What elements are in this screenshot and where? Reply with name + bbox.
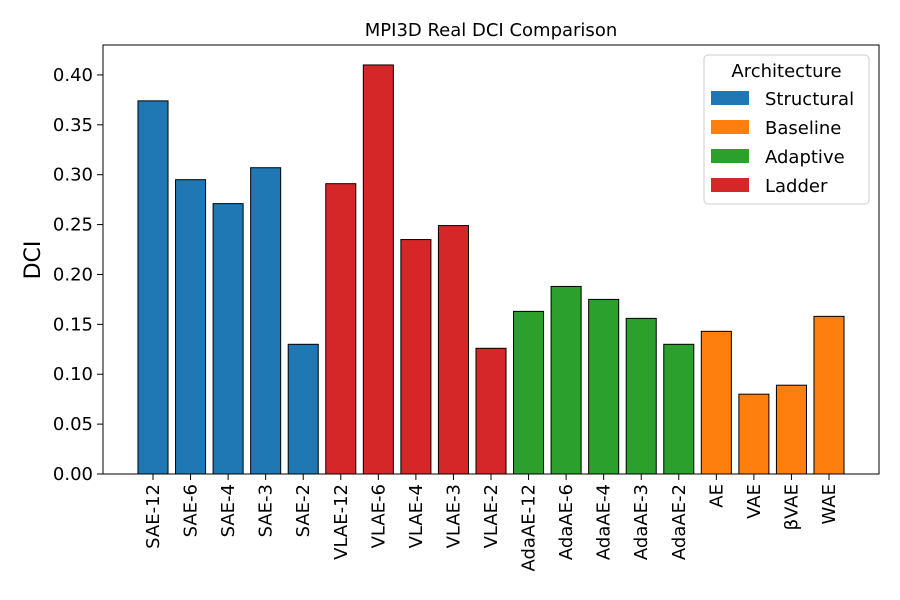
legend-label-structural: Structural — [765, 89, 854, 110]
bar-sae-4 — [212, 203, 244, 475]
x-tick-label: SAE-2 — [293, 484, 314, 537]
legend-label-ladder: Ladder — [765, 176, 828, 197]
x-tick-label: AdaAE-6 — [556, 484, 577, 560]
x-tick-label: SAE-6 — [181, 484, 202, 537]
legend: Architecture Structural Baseline Adaptive La… — [703, 54, 870, 205]
x-tick-label: VLAE-4 — [406, 484, 427, 548]
bars — [137, 64, 845, 475]
bar-vlae-6 — [362, 64, 394, 475]
bar-adaae-2 — [663, 343, 695, 475]
x-axis-ticks: SAE-12 SAE-6 SAE-4 SAE-3 SAE-2 VLAE-12 VLAE-6 V… — [143, 474, 840, 572]
bar-vae — [738, 393, 770, 475]
y-axis-ticks: 0.00 0.05 0.10 0.15 0.20 0.25 0.30 0.35 0.40 — [53, 65, 103, 485]
y-tick-label: 0.05 — [53, 414, 93, 435]
y-tick-label: 0.25 — [53, 215, 93, 236]
x-tick-label: SAE-4 — [218, 484, 239, 537]
bar-adaae-6 — [550, 285, 582, 475]
legend-swatch-baseline — [711, 120, 749, 134]
bar-sae-2 — [287, 343, 319, 475]
bar-sae-12 — [137, 100, 169, 475]
legend-swatch-adaptive — [711, 149, 749, 163]
x-tick-label: VAE — [744, 484, 765, 519]
bar-ae — [700, 330, 732, 475]
bar-vlae-4 — [400, 239, 432, 475]
y-tick-label: 0.10 — [53, 364, 93, 385]
plot-frame — [102, 44, 880, 475]
bar-vlae-3 — [437, 225, 469, 475]
x-tick-label: VLAE-2 — [481, 484, 502, 548]
legend-label-adaptive: Adaptive — [765, 147, 845, 168]
y-tick-label: 0.30 — [53, 165, 93, 186]
bar-adaae-4 — [588, 298, 620, 475]
x-tick-label: AdaAE-12 — [519, 484, 540, 572]
bar-vlae-2 — [475, 347, 507, 475]
x-tick-label: SAE-12 — [143, 484, 164, 549]
bar--vae — [775, 384, 807, 475]
x-tick-label: SAE-3 — [256, 484, 277, 537]
y-axis-label: DCI — [21, 241, 46, 280]
bar-adaae-12 — [513, 310, 545, 475]
y-tick-label: 0.20 — [53, 264, 93, 285]
legend-label-baseline: Baseline — [765, 118, 841, 139]
legend-title: Architecture — [731, 61, 841, 82]
y-tick-label: 0.15 — [53, 314, 93, 335]
x-tick-label: WAE — [819, 484, 840, 525]
bar-wae — [813, 315, 845, 475]
x-tick-label: VLAE-12 — [331, 484, 352, 560]
x-tick-label: AdaAE-3 — [631, 484, 652, 560]
x-tick-label: βVAE — [781, 484, 802, 530]
bar-vlae-12 — [325, 183, 357, 475]
y-tick-label: 0.00 — [53, 464, 93, 485]
legend-swatch-ladder — [711, 178, 749, 192]
x-tick-label: VLAE-6 — [368, 484, 389, 548]
x-tick-label: VLAE-3 — [443, 484, 464, 548]
bar-sae-6 — [175, 179, 207, 475]
chart-title: MPI3D Real DCI Comparison — [365, 20, 617, 41]
legend-swatch-structural — [711, 91, 749, 105]
x-tick-label: AE — [706, 484, 727, 508]
y-tick-label: 0.35 — [53, 115, 93, 136]
bar-adaae-3 — [625, 317, 657, 475]
x-tick-label: AdaAE-4 — [594, 484, 615, 560]
bar-sae-3 — [250, 167, 282, 475]
y-tick-label: 0.40 — [53, 65, 93, 86]
x-tick-label: AdaAE-2 — [669, 484, 690, 560]
